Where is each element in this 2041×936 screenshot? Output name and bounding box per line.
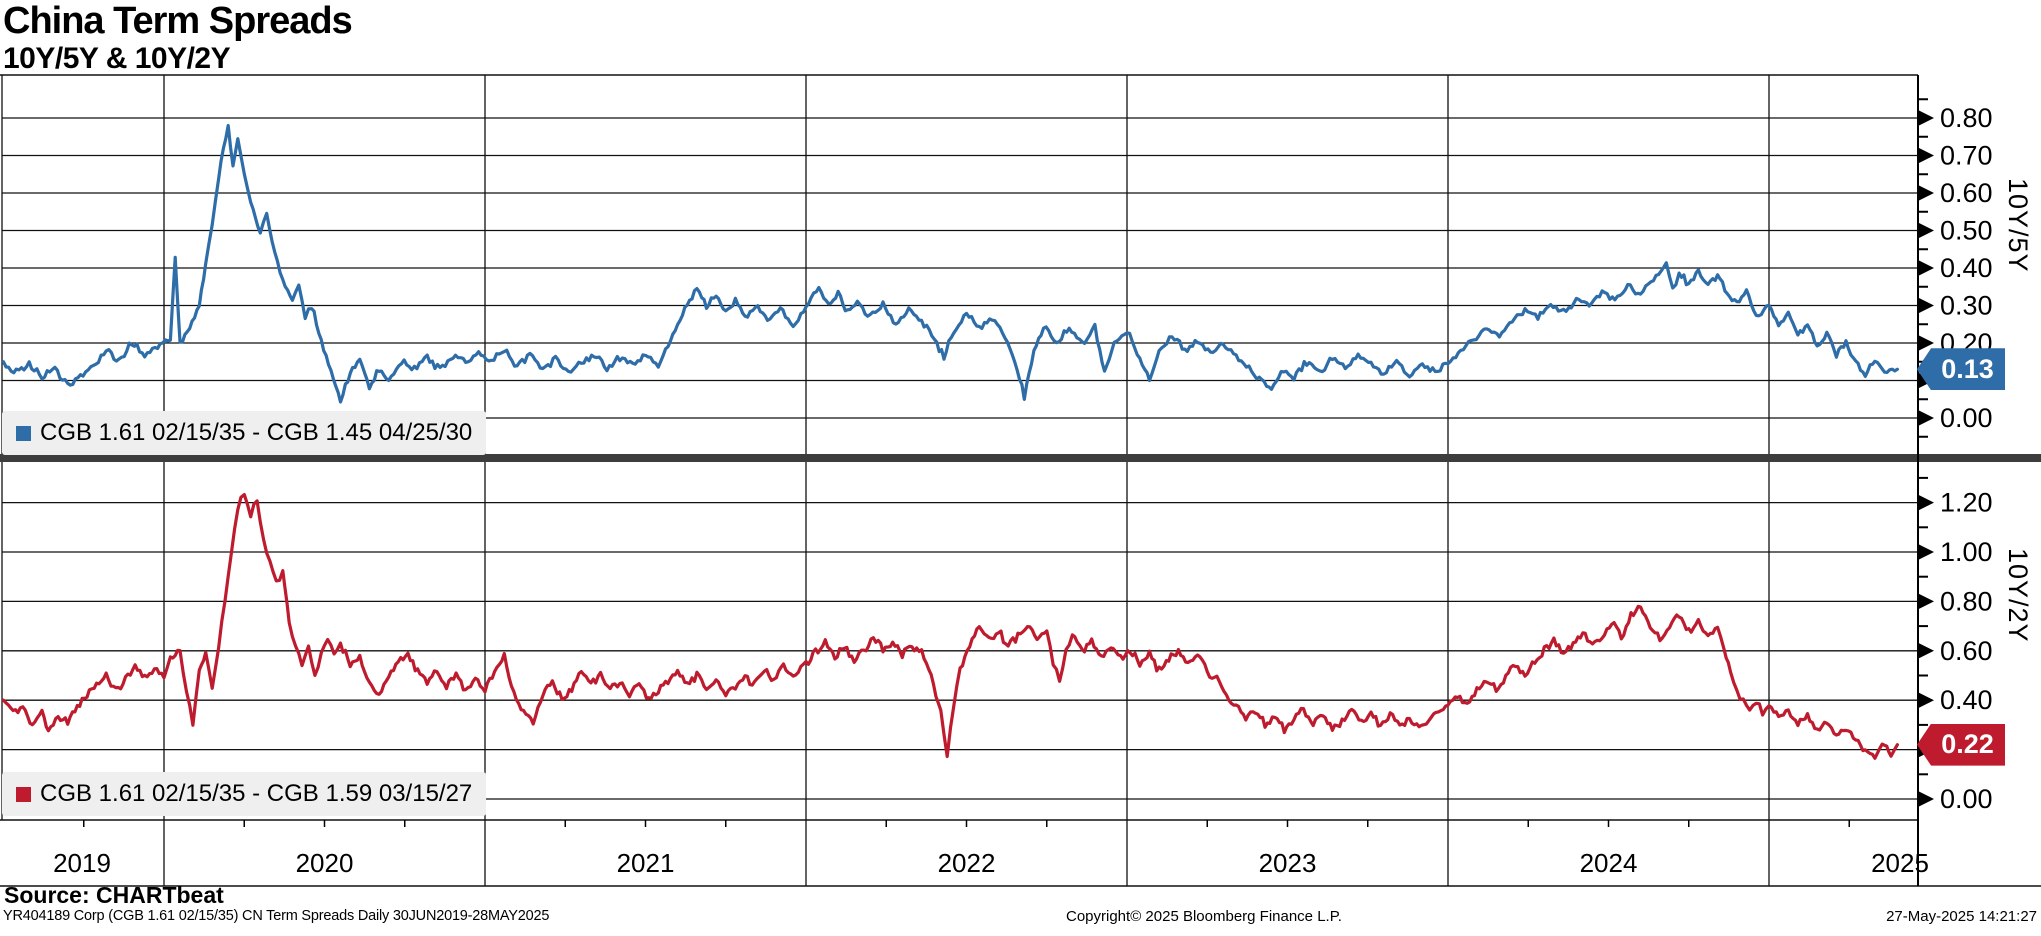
y-axis-tick-label: 0.80 (1940, 103, 1993, 133)
bottom-panel-axis-title: 10Y/2Y (2003, 548, 2033, 643)
x-axis-year-label: 2020 (296, 848, 354, 878)
x-axis-year-label: 2022 (938, 848, 996, 878)
axis-arrow-tick (1918, 692, 1934, 709)
axis-arrow-tick (1918, 222, 1934, 239)
axis-arrow-tick (1918, 297, 1934, 314)
y-axis-tick-label: 0.60 (1940, 636, 1993, 666)
axis-arrow-tick (1918, 110, 1934, 126)
top-last-value-tag: 0.13 (1917, 348, 2005, 391)
axis-arrow-tick (1918, 410, 1934, 426)
top-panel-legend: CGB 1.61 02/15/35 - CGB 1.45 04/25/30 (2, 411, 487, 455)
panel-divider (0, 454, 2041, 462)
x-axis-year-label: 2024 (1580, 848, 1638, 878)
axis-arrow-tick (1918, 544, 1934, 560)
page-title: China Term Spreads (3, 0, 353, 42)
top-panel-axis-title: 10Y/5Y (2003, 178, 2033, 273)
blue-series-line (1, 123, 1899, 404)
y-axis-tick-label: 1.20 (1940, 488, 1993, 518)
y-axis-tick-label: 1.00 (1940, 537, 1993, 567)
blue-series-marker-icon (16, 425, 31, 441)
axis-arrow-tick (1918, 185, 1934, 201)
y-axis-tick-label: 0.40 (1940, 253, 1993, 283)
red-series-line (1, 493, 1899, 760)
axis-arrow-tick (1918, 260, 1934, 276)
chart-meta-line: YR404189 Corp (CGB 1.61 02/15/35) CN Ter… (3, 908, 550, 924)
axis-arrow-tick (1918, 494, 1934, 511)
y-axis-tick-label: 0.30 (1940, 291, 1993, 321)
red-series-marker-icon (16, 786, 31, 802)
bottom-panel-legend: CGB 1.61 02/15/35 - CGB 1.59 03/15/27 (2, 772, 487, 816)
bottom-last-value-tag: 0.22 (1917, 723, 2005, 766)
x-axis-year-label: 2021 (617, 848, 675, 878)
axis-arrow-tick (1918, 147, 1934, 164)
page-subtitle: 10Y/5Y & 10Y/2Y (3, 42, 231, 75)
axis-arrow-tick (1918, 791, 1934, 807)
bottom-legend-label: CGB 1.61 02/15/35 - CGB 1.59 03/15/27 (40, 780, 473, 807)
copyright-notice: Copyright© 2025 Bloomberg Finance L.P. (1066, 908, 1342, 925)
timestamp: 27-May-2025 14:21:27 (1886, 908, 2037, 925)
x-axis-year-label: 2019 (53, 848, 111, 878)
source-label: Source: CHARTbeat (4, 882, 224, 908)
y-axis-tick-label: 0.80 (1940, 586, 1993, 616)
y-axis-tick-label: 0.00 (1940, 784, 1993, 814)
axis-arrow-tick (1918, 642, 1934, 659)
y-axis-tick-label: 0.50 (1940, 216, 1993, 246)
axis-arrow-tick (1918, 335, 1934, 351)
top-legend-label: CGB 1.61 02/15/35 - CGB 1.45 04/25/30 (40, 419, 473, 446)
y-axis-tick-label: 0.40 (1940, 685, 1993, 715)
y-axis-tick-label: 0.00 (1940, 403, 1993, 433)
x-axis-year-label: 2025 (1871, 848, 1929, 878)
y-axis-tick-label: 0.70 (1940, 141, 1993, 171)
x-axis-year-label: 2023 (1259, 848, 1317, 878)
axis-arrow-tick (1918, 593, 1934, 610)
y-axis-tick-label: 0.60 (1940, 178, 1993, 208)
